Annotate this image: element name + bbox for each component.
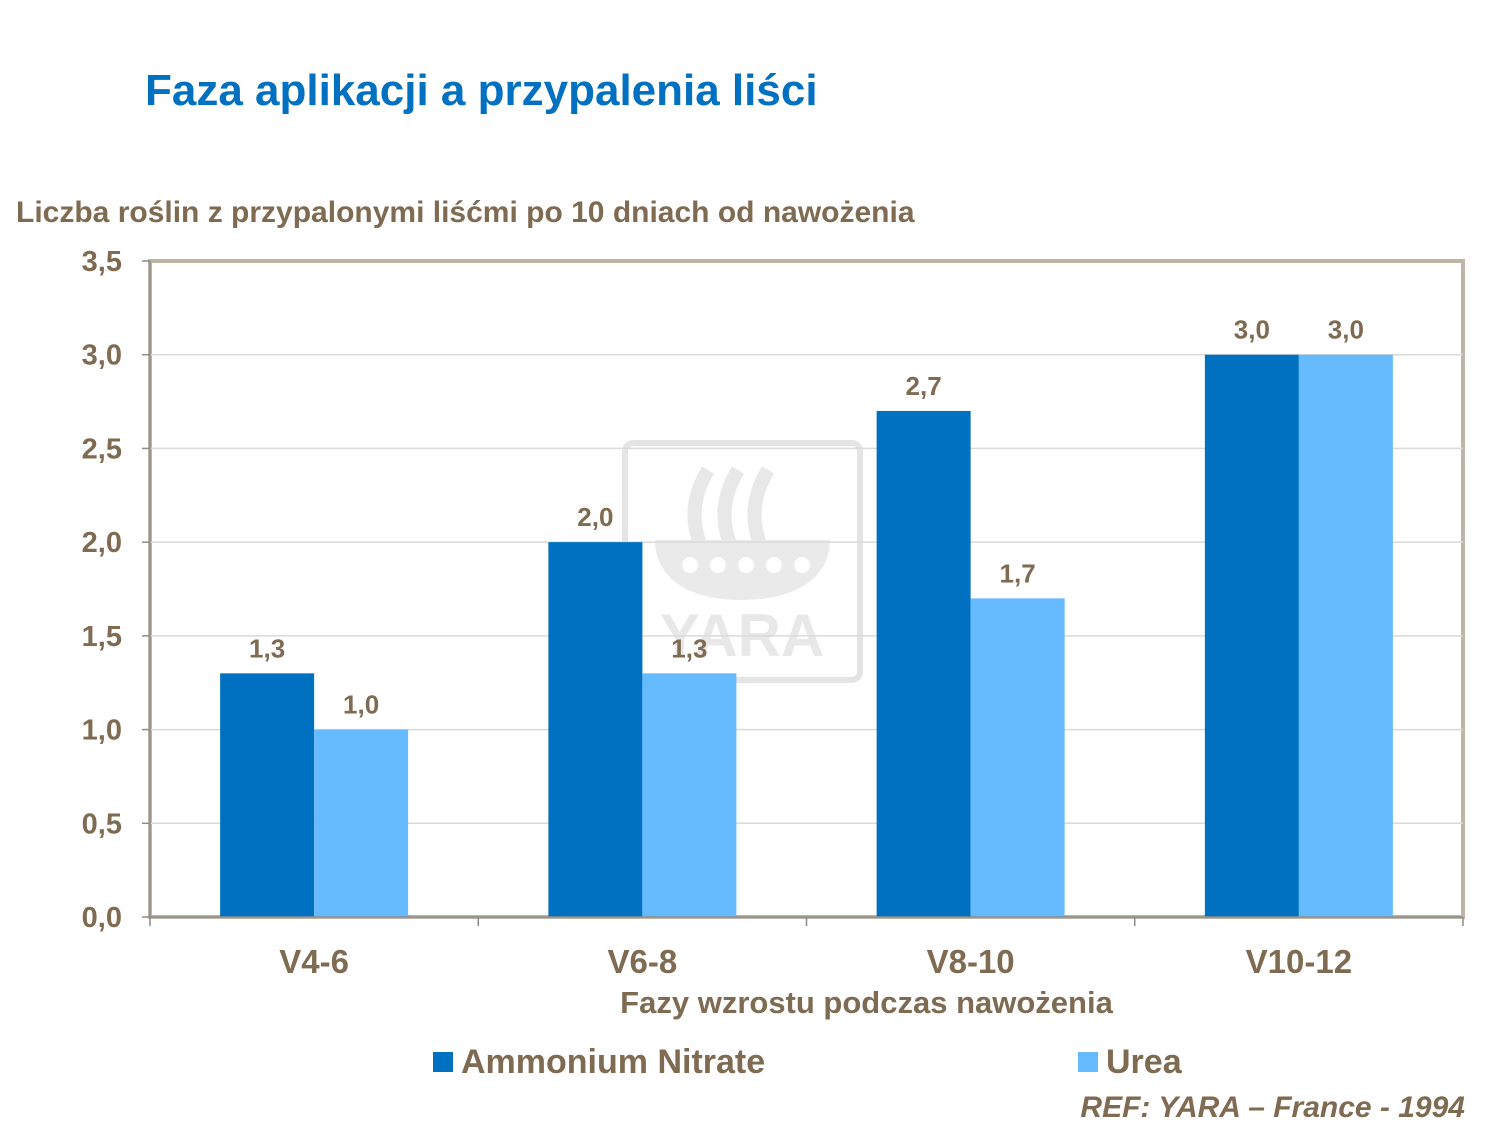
bar-ammonium-nitrate (1204, 354, 1299, 917)
y-tick-label: 3,5 (82, 246, 122, 278)
bar-urea (642, 673, 737, 917)
bar-ammonium-nitrate (548, 542, 643, 917)
chart-title: Faza aplikacji a przypalenia liści (145, 66, 818, 115)
bar-urea (314, 729, 409, 917)
x-tick-label: V10-12 (1246, 943, 1352, 980)
data-label: 1,7 (1000, 558, 1036, 588)
y-tick-label: 2,5 (82, 433, 122, 465)
bar-urea (1298, 354, 1393, 917)
yara-watermark-logo: YARA (622, 440, 863, 683)
data-label: 2,7 (906, 371, 942, 401)
data-label: 2,0 (577, 502, 613, 532)
data-label: 1,0 (343, 690, 379, 720)
x-axis-label: Fazy wzrostu podczas nawożenia (620, 985, 1113, 1020)
legend-swatch-ammonium-nitrate (433, 1052, 453, 1072)
x-tick-label: V4-6 (279, 943, 349, 980)
y-tick-label: 1,0 (82, 715, 122, 747)
x-tick-label: V6-8 (608, 943, 678, 980)
y-tick-label: 0,5 (82, 808, 122, 840)
y-tick-label: 1,5 (82, 621, 122, 653)
y-tick-label: 2,0 (82, 527, 122, 559)
legend-label-urea: Urea (1106, 1042, 1182, 1081)
source-reference: REF: YARA – France - 1994 (1080, 1091, 1465, 1124)
y-tick-label: 0,0 (82, 902, 122, 934)
bar-ammonium-nitrate (876, 410, 971, 917)
y-axis-label: Liczba roślin z przypalonymi liśćmi po 1… (16, 196, 915, 229)
legend-swatch-urea (1078, 1052, 1098, 1072)
data-label: 3,0 (1234, 315, 1270, 345)
bar-ammonium-nitrate (220, 673, 315, 917)
bar-urea (970, 598, 1065, 917)
axes-group: 0,0 0,5 1,0 1,5 2,0 2,5 3,0 3,5 V4-6 V6-8 V8-10 V10… (82, 246, 1464, 980)
data-label: 3,0 (1328, 315, 1364, 345)
legend-label-ammonium-nitrate: Ammonium Nitrate (461, 1042, 766, 1081)
legend-item-ammonium-nitrate: Ammonium Nitrate (433, 1042, 765, 1082)
legend-item-urea: Urea (1078, 1042, 1182, 1082)
x-tick-label: V8-10 (927, 943, 1015, 980)
y-tick-label: 3,0 (82, 340, 122, 372)
data-label: 1,3 (671, 633, 707, 663)
bars-group: 1,3 1,0 2,0 1,3 2,7 1,7 3,0 3,0 (220, 315, 1393, 917)
data-label: 1,3 (249, 633, 285, 663)
